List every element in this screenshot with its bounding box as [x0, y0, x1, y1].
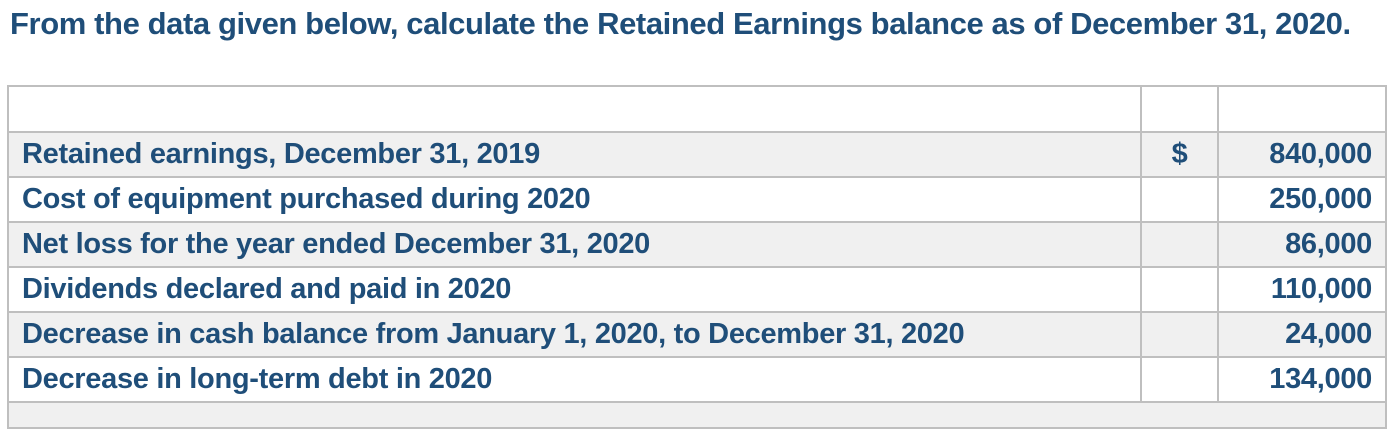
- table-row: Dividends declared and paid in 2020 110,…: [7, 266, 1387, 313]
- table-row: Decrease in long-term debt in 2020 134,0…: [7, 356, 1387, 403]
- question-title: From the data given below, calculate the…: [10, 6, 1351, 41]
- clipped-next-row: [7, 401, 1387, 429]
- row-amount: 24,000: [1217, 311, 1387, 358]
- row-description: Cost of equipment purchased during 2020: [7, 176, 1142, 223]
- row-currency-symbol: [1140, 356, 1219, 403]
- row-description: Dividends declared and paid in 2020: [7, 266, 1142, 313]
- row-amount: 250,000: [1217, 176, 1387, 223]
- table-row: Net loss for the year ended December 31,…: [7, 221, 1387, 268]
- table-row: Decrease in cash balance from January 1,…: [7, 311, 1387, 358]
- row-amount: 86,000: [1217, 221, 1387, 268]
- row-description: Retained earnings, December 31, 2019: [7, 131, 1142, 178]
- table-header-row: [7, 85, 1387, 133]
- row-amount: 110,000: [1217, 266, 1387, 313]
- table-row: Retained earnings, December 31, 2019 $ 8…: [7, 131, 1387, 178]
- row-amount: 840,000: [1217, 131, 1387, 178]
- row-description: Decrease in long-term debt in 2020: [7, 356, 1142, 403]
- row-currency-symbol: [1140, 176, 1219, 223]
- row-currency-symbol: [1140, 266, 1219, 313]
- table-row: Cost of equipment purchased during 2020 …: [7, 176, 1387, 223]
- header-amount-cell: [1217, 85, 1387, 133]
- header-description-cell: [7, 85, 1142, 133]
- row-description: Net loss for the year ended December 31,…: [7, 221, 1142, 268]
- row-amount: 134,000: [1217, 356, 1387, 403]
- row-description: Decrease in cash balance from January 1,…: [7, 311, 1142, 358]
- clipped-next-row-fill: [7, 401, 1387, 429]
- financial-data-table: Retained earnings, December 31, 2019 $ 8…: [7, 85, 1387, 429]
- row-currency-symbol: [1140, 311, 1219, 358]
- row-currency-symbol: [1140, 221, 1219, 268]
- header-currency-cell: [1140, 85, 1219, 133]
- row-currency-symbol: $: [1140, 131, 1219, 178]
